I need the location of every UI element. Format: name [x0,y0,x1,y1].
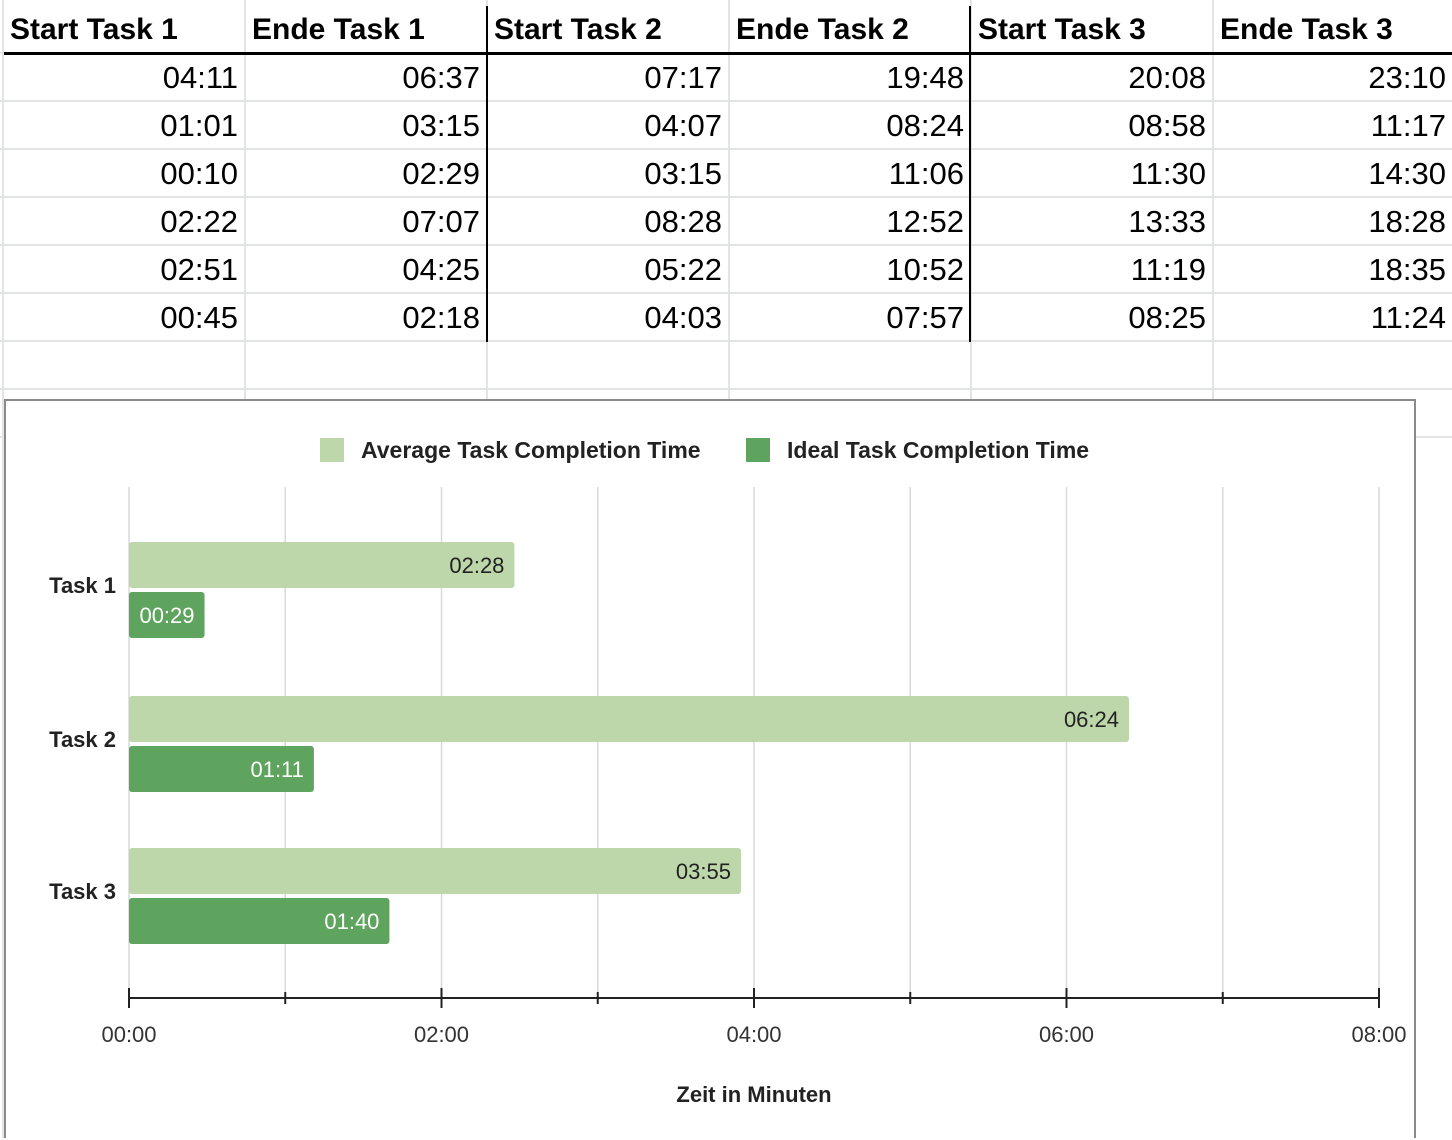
bar-value-label: 02:28 [449,553,504,578]
data-cell[interactable]: 00:45 [160,300,238,335]
chart-canvas: Average Task Completion Time Ideal Task C… [49,437,1406,1107]
header-cell[interactable]: Ende Task 3 [1220,13,1393,46]
header-cell[interactable]: Ende Task 2 [736,13,909,46]
x-tick-label: 04:00 [726,1022,781,1047]
data-cell[interactable]: 07:07 [402,204,480,239]
data-cell[interactable]: 11:17 [1370,108,1446,143]
data-cell[interactable]: 08:28 [644,204,722,239]
data-cell[interactable]: 02:18 [402,300,480,335]
data-cell[interactable]: 08:25 [1128,300,1206,335]
data-cell[interactable]: 04:07 [644,108,722,143]
grid-column-line [2,0,4,1138]
bar [129,746,314,792]
grid-row-line [0,196,1452,198]
grid-row-line [0,148,1452,150]
data-cell[interactable]: 18:35 [1368,252,1446,287]
data-cell[interactable]: 04:03 [644,300,722,335]
bar [129,542,515,588]
bar [129,696,1129,742]
data-cell[interactable]: 06:37 [402,60,480,95]
data-cell[interactable]: 00:10 [160,156,238,191]
data-cell[interactable]: 07:17 [644,60,722,95]
legend-label: Ideal Task Completion Time [787,437,1089,463]
grid-row-line [0,100,1452,102]
group-border [969,6,971,342]
bar [129,848,741,894]
data-cell[interactable]: 02:51 [160,252,238,287]
data-cell[interactable]: 04:11 [162,60,238,95]
data-cell[interactable]: 01:01 [160,108,238,143]
data-cell[interactable]: 18:28 [1368,204,1446,239]
data-cell[interactable]: 11:19 [1130,252,1206,287]
grid-row-line [0,340,1452,342]
data-cell[interactable]: 10:52 [886,252,964,287]
header-bottom-border [4,52,1452,55]
grid-row-line [0,244,1452,246]
x-tick-label: 00:00 [101,1022,156,1047]
data-cell[interactable]: 11:06 [888,156,964,191]
group-border [486,6,488,342]
data-cell[interactable]: 19:48 [886,60,964,95]
grid-row-line [0,292,1452,294]
data-cell[interactable]: 14:30 [1368,156,1446,191]
data-cell[interactable]: 11:24 [1370,300,1446,335]
header-cell[interactable]: Start Task 3 [978,13,1146,46]
bar-value-label: 06:24 [1064,707,1119,732]
data-cell[interactable]: 07:57 [886,300,964,335]
x-tick-label: 08:00 [1351,1022,1406,1047]
data-cell[interactable]: 20:08 [1128,60,1206,95]
legend-swatch [746,438,770,462]
category-label: Task 2 [49,727,116,752]
legend-swatch [320,438,344,462]
header-cell[interactable]: Start Task 1 [10,13,178,46]
data-cell[interactable]: 13:33 [1128,204,1206,239]
bar-value-label: 00:29 [139,603,194,628]
grid-row-line [0,388,1452,390]
bar-value-label: 01:40 [324,909,379,934]
header-cell[interactable]: Start Task 2 [494,13,662,46]
data-cell[interactable]: 08:24 [886,108,964,143]
x-tick-label: 06:00 [1039,1022,1094,1047]
data-cell[interactable]: 03:15 [402,108,480,143]
x-tick-label: 02:00 [414,1022,469,1047]
data-cell[interactable]: 02:22 [160,204,238,239]
bar-value-label: 03:55 [676,859,731,884]
data-cell[interactable]: 12:52 [886,204,964,239]
data-cell[interactable]: 05:22 [644,252,722,287]
category-label: Task 3 [49,879,116,904]
data-cell[interactable]: 23:10 [1368,60,1446,95]
data-cell[interactable]: 08:58 [1128,108,1206,143]
data-cell[interactable]: 03:15 [644,156,722,191]
bar-value-label: 01:11 [250,757,303,782]
category-label: Task 1 [49,573,116,598]
data-cell[interactable]: 04:25 [402,252,480,287]
data-cell[interactable]: 02:29 [402,156,480,191]
bar-chart[interactable]: Average Task Completion Time Ideal Task C… [4,399,1416,1138]
header-cell[interactable]: Ende Task 1 [252,13,425,46]
data-cell[interactable]: 11:30 [1130,156,1206,191]
bar [129,592,205,638]
legend-label: Average Task Completion Time [361,437,701,463]
x-axis-title: Zeit in Minuten [676,1082,831,1107]
bar [129,898,390,944]
